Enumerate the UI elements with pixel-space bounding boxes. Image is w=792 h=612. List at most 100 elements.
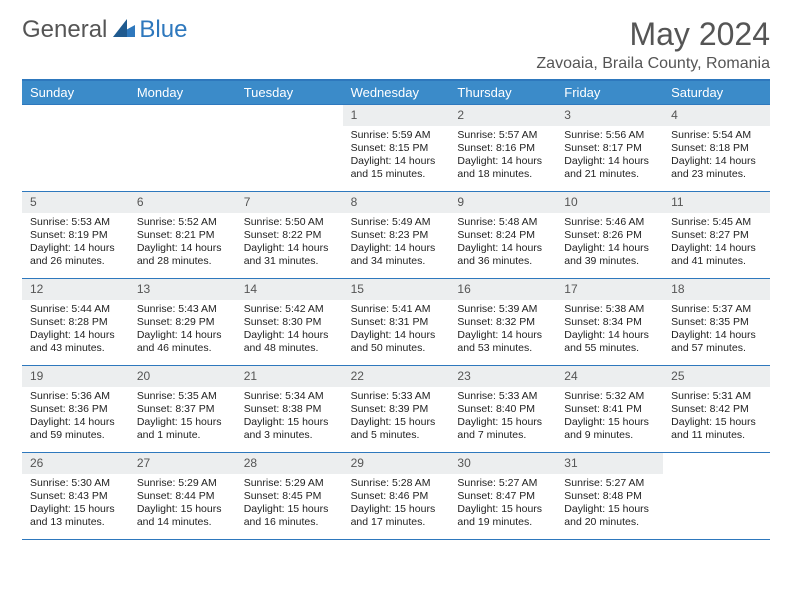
info-line: Daylight: 15 hours and 19 minutes. xyxy=(457,503,548,529)
day-number: 28 xyxy=(236,453,343,474)
day-number: 23 xyxy=(449,366,556,387)
info-line: Sunset: 8:36 PM xyxy=(30,403,121,416)
cell-body: Sunrise: 5:31 AMSunset: 8:42 PMDaylight:… xyxy=(663,387,770,447)
info-line: Daylight: 14 hours and 26 minutes. xyxy=(30,242,121,268)
cell-body: Sunrise: 5:36 AMSunset: 8:36 PMDaylight:… xyxy=(22,387,129,447)
info-line: Sunset: 8:29 PM xyxy=(137,316,228,329)
info-line: Daylight: 15 hours and 13 minutes. xyxy=(30,503,121,529)
cell-body: Sunrise: 5:50 AMSunset: 8:22 PMDaylight:… xyxy=(236,213,343,273)
info-line: Sunset: 8:48 PM xyxy=(564,490,655,503)
info-line: Sunset: 8:15 PM xyxy=(351,142,442,155)
info-line: Sunset: 8:35 PM xyxy=(671,316,762,329)
logo-mark-icon xyxy=(113,19,135,42)
logo-text-blue: Blue xyxy=(139,16,187,44)
cell-body: Sunrise: 5:59 AMSunset: 8:15 PMDaylight:… xyxy=(343,126,450,186)
calendar-cell: 23Sunrise: 5:33 AMSunset: 8:40 PMDayligh… xyxy=(449,366,556,452)
weekday-label: Monday xyxy=(129,81,236,104)
info-line: Sunrise: 5:29 AM xyxy=(137,477,228,490)
calendar-cell: 7Sunrise: 5:50 AMSunset: 8:22 PMDaylight… xyxy=(236,192,343,278)
info-line: Sunset: 8:19 PM xyxy=(30,229,121,242)
calendar-cell: 17Sunrise: 5:38 AMSunset: 8:34 PMDayligh… xyxy=(556,279,663,365)
day-number: 9 xyxy=(449,192,556,213)
info-line: Sunrise: 5:33 AM xyxy=(457,390,548,403)
info-line: Sunrise: 5:29 AM xyxy=(244,477,335,490)
day-number: 31 xyxy=(556,453,663,474)
month-title: May 2024 xyxy=(536,16,770,53)
calendar-cell: 19Sunrise: 5:36 AMSunset: 8:36 PMDayligh… xyxy=(22,366,129,452)
info-line: Sunset: 8:27 PM xyxy=(671,229,762,242)
info-line: Daylight: 14 hours and 53 minutes. xyxy=(457,329,548,355)
location-line: Zavoaia, Braila County, Romania xyxy=(536,55,770,73)
day-number: 12 xyxy=(22,279,129,300)
day-number: 15 xyxy=(343,279,450,300)
info-line: Daylight: 14 hours and 48 minutes. xyxy=(244,329,335,355)
info-line: Sunset: 8:24 PM xyxy=(457,229,548,242)
cell-body: Sunrise: 5:44 AMSunset: 8:28 PMDaylight:… xyxy=(22,300,129,360)
cell-body: Sunrise: 5:46 AMSunset: 8:26 PMDaylight:… xyxy=(556,213,663,273)
day-number: 16 xyxy=(449,279,556,300)
calendar-cell: 2Sunrise: 5:57 AMSunset: 8:16 PMDaylight… xyxy=(449,105,556,191)
calendar-cell xyxy=(236,105,343,191)
info-line: Sunrise: 5:53 AM xyxy=(30,216,121,229)
info-line: Sunrise: 5:27 AM xyxy=(564,477,655,490)
info-line: Sunrise: 5:52 AM xyxy=(137,216,228,229)
day-number: 19 xyxy=(22,366,129,387)
calendar-cell: 9Sunrise: 5:48 AMSunset: 8:24 PMDaylight… xyxy=(449,192,556,278)
cell-body: Sunrise: 5:30 AMSunset: 8:43 PMDaylight:… xyxy=(22,474,129,534)
calendar-cell: 27Sunrise: 5:29 AMSunset: 8:44 PMDayligh… xyxy=(129,453,236,539)
cell-body: Sunrise: 5:27 AMSunset: 8:47 PMDaylight:… xyxy=(449,474,556,534)
cell-body: Sunrise: 5:28 AMSunset: 8:46 PMDaylight:… xyxy=(343,474,450,534)
calendar-cell: 28Sunrise: 5:29 AMSunset: 8:45 PMDayligh… xyxy=(236,453,343,539)
day-number: 25 xyxy=(663,366,770,387)
info-line: Sunrise: 5:28 AM xyxy=(351,477,442,490)
info-line: Sunset: 8:17 PM xyxy=(564,142,655,155)
day-number: 5 xyxy=(22,192,129,213)
info-line: Sunset: 8:44 PM xyxy=(137,490,228,503)
day-number: 6 xyxy=(129,192,236,213)
info-line: Daylight: 15 hours and 14 minutes. xyxy=(137,503,228,529)
calendar-week: 26Sunrise: 5:30 AMSunset: 8:43 PMDayligh… xyxy=(22,452,770,539)
day-number: 1 xyxy=(343,105,450,126)
info-line: Sunrise: 5:59 AM xyxy=(351,129,442,142)
info-line: Sunrise: 5:42 AM xyxy=(244,303,335,316)
info-line: Sunrise: 5:46 AM xyxy=(564,216,655,229)
cell-body: Sunrise: 5:39 AMSunset: 8:32 PMDaylight:… xyxy=(449,300,556,360)
info-line: Daylight: 14 hours and 15 minutes. xyxy=(351,155,442,181)
info-line: Sunrise: 5:44 AM xyxy=(30,303,121,316)
header-bar: General Blue May 2024 Zavoaia, Braila Co… xyxy=(22,16,770,73)
info-line: Sunset: 8:32 PM xyxy=(457,316,548,329)
calendar-cell: 16Sunrise: 5:39 AMSunset: 8:32 PMDayligh… xyxy=(449,279,556,365)
day-number: 17 xyxy=(556,279,663,300)
info-line: Daylight: 14 hours and 55 minutes. xyxy=(564,329,655,355)
info-line: Sunrise: 5:45 AM xyxy=(671,216,762,229)
info-line: Sunrise: 5:43 AM xyxy=(137,303,228,316)
info-line: Sunrise: 5:50 AM xyxy=(244,216,335,229)
info-line: Daylight: 14 hours and 39 minutes. xyxy=(564,242,655,268)
info-line: Daylight: 14 hours and 46 minutes. xyxy=(137,329,228,355)
calendar: SundayMondayTuesdayWednesdayThursdayFrid… xyxy=(22,79,770,540)
info-line: Sunset: 8:22 PM xyxy=(244,229,335,242)
calendar-cell: 8Sunrise: 5:49 AMSunset: 8:23 PMDaylight… xyxy=(343,192,450,278)
info-line: Sunrise: 5:49 AM xyxy=(351,216,442,229)
info-line: Sunset: 8:47 PM xyxy=(457,490,548,503)
weekday-label: Thursday xyxy=(449,81,556,104)
cell-body: Sunrise: 5:45 AMSunset: 8:27 PMDaylight:… xyxy=(663,213,770,273)
info-line: Daylight: 14 hours and 31 minutes. xyxy=(244,242,335,268)
info-line: Sunset: 8:16 PM xyxy=(457,142,548,155)
info-line: Sunset: 8:40 PM xyxy=(457,403,548,416)
info-line: Daylight: 14 hours and 34 minutes. xyxy=(351,242,442,268)
calendar-week: 5Sunrise: 5:53 AMSunset: 8:19 PMDaylight… xyxy=(22,191,770,278)
day-number: 11 xyxy=(663,192,770,213)
calendar-cell: 5Sunrise: 5:53 AMSunset: 8:19 PMDaylight… xyxy=(22,192,129,278)
day-number: 7 xyxy=(236,192,343,213)
cell-body: Sunrise: 5:29 AMSunset: 8:44 PMDaylight:… xyxy=(129,474,236,534)
info-line: Daylight: 14 hours and 50 minutes. xyxy=(351,329,442,355)
calendar-cell: 12Sunrise: 5:44 AMSunset: 8:28 PMDayligh… xyxy=(22,279,129,365)
info-line: Sunrise: 5:56 AM xyxy=(564,129,655,142)
info-line: Sunrise: 5:32 AM xyxy=(564,390,655,403)
calendar-cell: 31Sunrise: 5:27 AMSunset: 8:48 PMDayligh… xyxy=(556,453,663,539)
info-line: Sunset: 8:46 PM xyxy=(351,490,442,503)
cell-body: Sunrise: 5:53 AMSunset: 8:19 PMDaylight:… xyxy=(22,213,129,273)
info-line: Sunrise: 5:31 AM xyxy=(671,390,762,403)
cell-body: Sunrise: 5:29 AMSunset: 8:45 PMDaylight:… xyxy=(236,474,343,534)
